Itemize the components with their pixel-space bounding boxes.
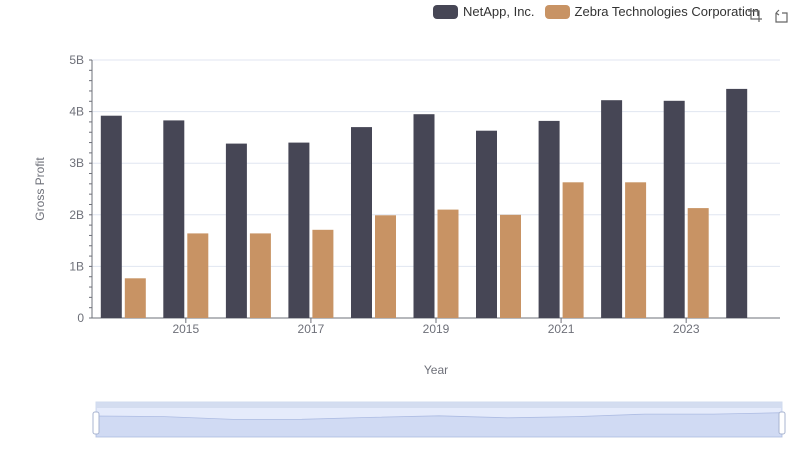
- data-zoom-handle-left[interactable]: [92, 411, 100, 435]
- legend-label-zebra: Zebra Technologies Corporation: [574, 4, 760, 19]
- bar-zebra-2021: [562, 182, 584, 318]
- x-tick-label: 2019: [423, 322, 450, 336]
- y-tick-label: 1B: [69, 259, 84, 273]
- y-tick-label: 0: [77, 311, 84, 325]
- bar-netapp-2015: [163, 120, 185, 319]
- bar-netapp-2018: [351, 127, 372, 318]
- x-tick-label: 2017: [298, 322, 325, 336]
- bar-zebra-2018: [375, 215, 396, 318]
- bar-netapp-2021: [538, 120, 560, 319]
- bar-netapp-2017: [288, 142, 310, 318]
- bar-netapp-2022: [601, 100, 623, 318]
- x-tick-label: 2023: [673, 322, 700, 336]
- x-axis-label: Year: [424, 363, 448, 377]
- legend: NetApp, Inc. Zebra Technologies Corporat…: [433, 4, 769, 19]
- bar-zebra-2017: [312, 229, 334, 318]
- x-tick-label: 2021: [548, 322, 575, 336]
- data-zoom-preview: [95, 412, 783, 438]
- legend-item-netapp[interactable]: NetApp, Inc.: [433, 4, 535, 19]
- zoom-select-icon[interactable]: [747, 7, 763, 23]
- legend-swatch-zebra: [544, 4, 570, 19]
- legend-swatch-netapp: [433, 4, 458, 19]
- bar-netapp-2024: [726, 88, 748, 319]
- bar-netapp-2019: [413, 114, 435, 318]
- bar-zebra-2016: [249, 233, 271, 318]
- y-tick-label: 5B: [69, 53, 84, 67]
- bar-netapp-2020: [476, 130, 497, 318]
- legend-item-zebra[interactable]: Zebra Technologies Corporation: [544, 4, 760, 19]
- data-zoom-handle-right[interactable]: [778, 411, 786, 435]
- bar-zebra-2019: [437, 209, 459, 318]
- bar-zebra-2022: [625, 182, 647, 318]
- y-tick-label: 4B: [69, 105, 84, 119]
- bars: [100, 88, 748, 319]
- bar-netapp-2023: [663, 100, 685, 318]
- bar-zebra-2020: [500, 214, 521, 318]
- legend-label-netapp: NetApp, Inc.: [463, 4, 535, 19]
- x-tick-label: 2015: [172, 322, 199, 336]
- y-axis-label: Gross Profit: [33, 157, 47, 221]
- zoom-reset-icon[interactable]: [773, 7, 789, 23]
- bar-zebra-2014: [124, 278, 146, 318]
- x-axis: 2015 2017 2019 2021 2023: [172, 318, 700, 336]
- bar-netapp-2014: [100, 115, 122, 318]
- y-tick-label: 2B: [69, 208, 84, 222]
- bar-netapp-2016: [225, 143, 247, 318]
- data-zoom-move-handle[interactable]: [96, 402, 782, 408]
- y-tick-label: 3B: [69, 156, 84, 170]
- bar-zebra-2015: [187, 233, 209, 318]
- data-zoom-slider[interactable]: [92, 401, 786, 438]
- bar-zebra-2023: [687, 208, 709, 318]
- y-axis: 0 1B 2B 3B 4B 5B: [69, 53, 93, 325]
